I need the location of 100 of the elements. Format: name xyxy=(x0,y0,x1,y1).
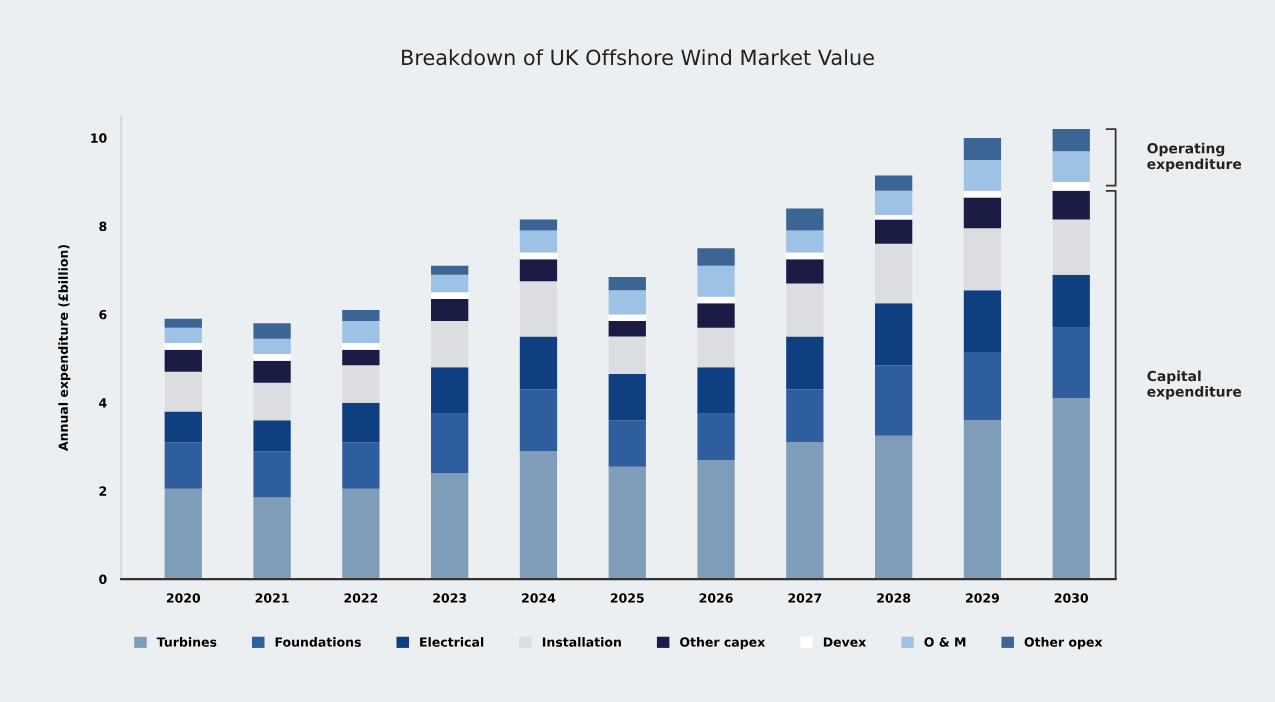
bar xyxy=(786,389,824,443)
x-tick-label: 2027 xyxy=(788,593,822,603)
x-tick-label: 2022 xyxy=(344,593,378,603)
bar xyxy=(608,420,646,467)
legend-label: Devex xyxy=(823,637,867,647)
bar xyxy=(608,466,646,580)
legend-label: Installation xyxy=(542,637,621,647)
bar xyxy=(164,442,202,489)
bar xyxy=(697,248,735,266)
bar xyxy=(963,420,1002,580)
legend-label: Other capex xyxy=(680,637,766,650)
bar xyxy=(164,349,202,372)
bar xyxy=(1052,182,1090,191)
x-tick-label: 2024 xyxy=(522,593,556,603)
bar xyxy=(431,274,469,293)
bar xyxy=(342,365,380,403)
bar xyxy=(608,290,646,315)
bar xyxy=(519,259,558,282)
y-tick-label: 6 xyxy=(99,309,107,320)
x-tick-label: 2025 xyxy=(610,593,644,603)
bar xyxy=(1052,398,1090,580)
bar xyxy=(431,473,469,580)
bar xyxy=(963,351,1002,421)
bar xyxy=(164,343,202,350)
bar xyxy=(342,343,380,350)
bar xyxy=(253,497,291,580)
x-tick-label: 2020 xyxy=(166,593,201,603)
y-tick-label: 2 xyxy=(99,486,107,496)
bar xyxy=(431,292,469,299)
bar xyxy=(608,314,646,322)
legend-label: Foundations xyxy=(275,637,361,647)
bar xyxy=(519,252,558,260)
bar xyxy=(519,281,558,337)
bar xyxy=(253,354,291,361)
bar xyxy=(608,373,646,421)
bar xyxy=(253,382,291,421)
bar xyxy=(697,460,735,580)
bar xyxy=(874,190,913,216)
x-tick-label: 2029 xyxy=(966,593,1000,603)
y-tick-label: 10 xyxy=(91,133,107,143)
bar xyxy=(519,230,558,253)
bar xyxy=(253,338,291,355)
bar xyxy=(164,411,202,443)
bar xyxy=(786,336,824,390)
bar xyxy=(342,442,380,489)
bar xyxy=(431,298,469,322)
bar xyxy=(697,265,735,297)
bar xyxy=(431,265,469,275)
bar xyxy=(786,442,824,580)
text: Operating expenditure xyxy=(1147,142,1242,172)
bar xyxy=(874,175,913,191)
bar xyxy=(786,283,824,337)
bar xyxy=(608,336,646,374)
bar xyxy=(697,303,735,328)
bar xyxy=(253,360,291,383)
bar xyxy=(697,367,735,414)
bar xyxy=(874,243,913,304)
bar xyxy=(608,321,646,337)
bar xyxy=(342,349,380,366)
bar xyxy=(697,327,735,368)
bar xyxy=(963,228,1002,291)
bar xyxy=(519,336,558,390)
bar xyxy=(608,276,646,291)
bar xyxy=(874,219,913,244)
bar xyxy=(874,215,913,220)
bar xyxy=(874,365,913,436)
bar xyxy=(164,327,202,344)
bar xyxy=(253,420,291,452)
bar xyxy=(786,252,824,260)
bar xyxy=(164,318,202,328)
y-tick-label: 4 xyxy=(99,398,107,408)
bar xyxy=(963,137,1002,160)
bar xyxy=(1052,151,1090,183)
bar xyxy=(1052,219,1090,275)
bar xyxy=(963,290,1002,352)
bar xyxy=(963,197,1002,229)
x-tick-label: 2028 xyxy=(877,593,911,603)
bar xyxy=(874,435,913,580)
bar xyxy=(697,296,735,304)
bar xyxy=(431,367,469,414)
bar xyxy=(164,371,202,412)
y-axis-title: Annual expenditure (£billion) xyxy=(58,245,71,451)
legend-label: Turbines xyxy=(156,637,217,647)
x-tick-label: 2030 xyxy=(1054,593,1089,603)
bar xyxy=(253,451,291,498)
bar xyxy=(342,321,380,344)
legend-label: Electrical xyxy=(420,637,484,647)
bar xyxy=(786,230,824,253)
bar xyxy=(697,413,735,461)
y-tick-label: 8 xyxy=(99,221,107,232)
bar xyxy=(253,323,291,339)
bar xyxy=(519,219,558,231)
bar xyxy=(786,208,824,231)
chart-title: Breakdown of UK Offshore Wind Market Value xyxy=(402,49,874,66)
text: Capital expenditure xyxy=(1147,370,1242,400)
bar xyxy=(874,303,913,366)
bar xyxy=(963,190,1002,198)
bar xyxy=(1052,327,1090,399)
x-tick-label: 2021 xyxy=(255,593,289,603)
y-tick-label: 0 xyxy=(99,574,107,585)
